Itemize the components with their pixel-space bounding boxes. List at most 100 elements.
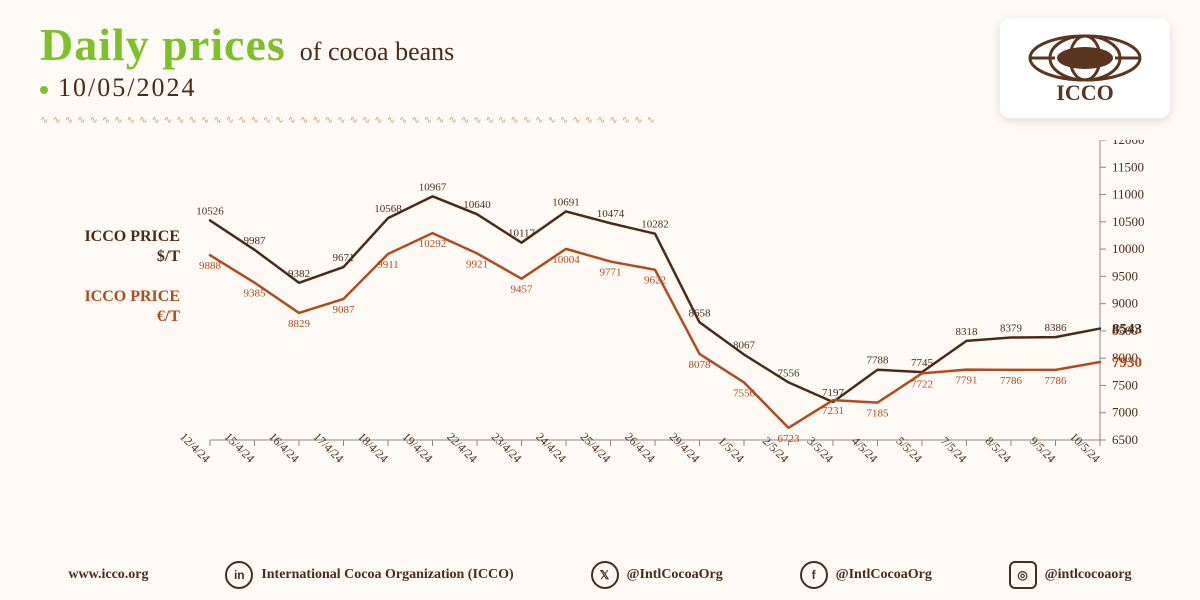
title-block: Daily prices of cocoa beans 10/05/2024 bbox=[40, 18, 454, 103]
logo-box: ICCO bbox=[1000, 18, 1170, 118]
svg-text:7788: 7788 bbox=[867, 355, 890, 367]
x-label: @IntlCocoaOrg bbox=[627, 567, 723, 583]
x-icon: 𝕏 bbox=[591, 561, 619, 589]
svg-text:10292: 10292 bbox=[419, 238, 447, 250]
svg-text:8/5/24: 8/5/24 bbox=[982, 434, 1014, 466]
svg-text:10000: 10000 bbox=[1112, 241, 1145, 256]
svg-text:8829: 8829 bbox=[288, 318, 311, 330]
svg-text:9987: 9987 bbox=[244, 235, 267, 247]
svg-text:8078: 8078 bbox=[689, 359, 712, 371]
svg-text:18/4/24: 18/4/24 bbox=[355, 430, 391, 466]
svg-text:7185: 7185 bbox=[867, 408, 890, 420]
svg-text:9771: 9771 bbox=[600, 267, 622, 279]
instagram-label: @intlcocoaorg bbox=[1045, 567, 1132, 583]
svg-text:22/4/24: 22/4/24 bbox=[444, 430, 480, 466]
svg-text:24/4/24: 24/4/24 bbox=[533, 430, 569, 466]
svg-text:7231: 7231 bbox=[822, 405, 844, 417]
svg-text:7930: 7930 bbox=[1112, 355, 1142, 371]
facebook-link[interactable]: f @IntlCocoaOrg bbox=[800, 561, 932, 589]
svg-text:9000: 9000 bbox=[1112, 296, 1138, 311]
svg-text:12/4/24: 12/4/24 bbox=[177, 430, 213, 466]
price-chart: 6500700075008000850090009500100001050011… bbox=[40, 140, 1160, 520]
svg-text:1/5/24: 1/5/24 bbox=[715, 434, 747, 466]
svg-text:9921: 9921 bbox=[466, 258, 488, 270]
x-link[interactable]: 𝕏 @IntlCocoaOrg bbox=[591, 561, 723, 589]
facebook-icon: f bbox=[800, 561, 828, 589]
svg-text:10500: 10500 bbox=[1112, 214, 1145, 229]
svg-text:ICCO PRICE: ICCO PRICE bbox=[84, 228, 180, 245]
svg-text:6500: 6500 bbox=[1112, 432, 1138, 447]
svg-text:9671: 9671 bbox=[333, 252, 355, 264]
title-main: Daily prices bbox=[40, 18, 286, 71]
svg-text:9500: 9500 bbox=[1112, 268, 1138, 283]
svg-text:9622: 9622 bbox=[644, 275, 666, 287]
svg-text:10474: 10474 bbox=[597, 208, 625, 220]
svg-text:6723: 6723 bbox=[778, 433, 801, 445]
decorative-rule: ∿∿∿∿∿∿∿∿∿∿∿∿∿∿∿∿∿∿∿∿∿∿∿∿∿∿∿∿∿∿∿∿∿∿∿∿∿∿∿∿… bbox=[40, 115, 800, 125]
svg-text:9087: 9087 bbox=[333, 304, 356, 316]
svg-text:7197: 7197 bbox=[822, 387, 845, 399]
svg-text:7000: 7000 bbox=[1112, 405, 1138, 420]
svg-text:8543: 8543 bbox=[1112, 322, 1142, 338]
facebook-label: @IntlCocoaOrg bbox=[836, 567, 932, 583]
svg-text:ICCO PRICE: ICCO PRICE bbox=[84, 288, 180, 305]
svg-text:7786: 7786 bbox=[1045, 375, 1068, 387]
svg-text:12000: 12000 bbox=[1112, 140, 1145, 147]
svg-text:23/4/24: 23/4/24 bbox=[489, 430, 525, 466]
svg-text:5/5/24: 5/5/24 bbox=[893, 434, 925, 466]
svg-text:10117: 10117 bbox=[508, 228, 536, 240]
title-date: 10/05/2024 bbox=[40, 73, 454, 103]
svg-text:11500: 11500 bbox=[1112, 159, 1144, 174]
svg-text:4/5/24: 4/5/24 bbox=[849, 434, 881, 466]
svg-text:9382: 9382 bbox=[288, 268, 310, 280]
svg-text:9/5/24: 9/5/24 bbox=[1027, 434, 1059, 466]
svg-text:8318: 8318 bbox=[956, 326, 979, 338]
svg-text:7556: 7556 bbox=[733, 387, 756, 399]
instagram-link[interactable]: ◎ @intlcocoaorg bbox=[1009, 561, 1132, 589]
svg-text:7556: 7556 bbox=[778, 367, 801, 379]
icco-logo-icon: ICCO bbox=[1015, 28, 1155, 108]
svg-text:7786: 7786 bbox=[1000, 375, 1023, 387]
svg-text:16/4/24: 16/4/24 bbox=[266, 430, 302, 466]
svg-text:$/T: $/T bbox=[157, 248, 180, 265]
svg-text:7/5/24: 7/5/24 bbox=[938, 434, 970, 466]
svg-text:9457: 9457 bbox=[511, 284, 534, 296]
linkedin-link[interactable]: in International Cocoa Organization (ICC… bbox=[225, 561, 513, 589]
linkedin-icon: in bbox=[225, 561, 253, 589]
svg-text:11000: 11000 bbox=[1112, 187, 1144, 202]
svg-text:17/4/24: 17/4/24 bbox=[311, 430, 347, 466]
svg-text:10640: 10640 bbox=[463, 199, 491, 211]
title-subtitle: of cocoa beans bbox=[300, 37, 454, 67]
svg-text:8658: 8658 bbox=[689, 307, 712, 319]
svg-text:ICCO: ICCO bbox=[1056, 80, 1113, 105]
svg-text:10004: 10004 bbox=[552, 254, 580, 266]
svg-text:9385: 9385 bbox=[244, 288, 267, 300]
svg-text:8379: 8379 bbox=[1000, 323, 1023, 335]
svg-text:7500: 7500 bbox=[1112, 377, 1138, 392]
instagram-icon: ◎ bbox=[1009, 561, 1037, 589]
svg-text:10967: 10967 bbox=[419, 181, 447, 193]
svg-text:19/4/24: 19/4/24 bbox=[400, 430, 436, 466]
svg-text:9888: 9888 bbox=[199, 260, 222, 272]
svg-text:10568: 10568 bbox=[374, 203, 402, 215]
svg-text:15/4/24: 15/4/24 bbox=[222, 430, 258, 466]
svg-text:7791: 7791 bbox=[956, 375, 978, 387]
svg-text:3/5/24: 3/5/24 bbox=[804, 434, 836, 466]
svg-text:10526: 10526 bbox=[196, 205, 224, 217]
svg-text:10/5/24: 10/5/24 bbox=[1067, 430, 1103, 466]
website-link[interactable]: www.icco.org bbox=[68, 567, 148, 583]
svg-text:26/4/24: 26/4/24 bbox=[622, 430, 658, 466]
svg-text:10691: 10691 bbox=[552, 196, 580, 208]
svg-text:8067: 8067 bbox=[733, 340, 756, 352]
svg-text:9911: 9911 bbox=[377, 259, 399, 271]
svg-text:€/T: €/T bbox=[157, 308, 180, 325]
svg-text:25/4/24: 25/4/24 bbox=[578, 430, 614, 466]
website-label: www.icco.org bbox=[68, 567, 148, 583]
footer-bar: www.icco.org in International Cocoa Orga… bbox=[0, 550, 1200, 600]
page-frame: Daily prices of cocoa beans 10/05/2024 ∿… bbox=[0, 0, 1200, 600]
linkedin-label: International Cocoa Organization (ICCO) bbox=[261, 567, 513, 583]
svg-text:29/4/24: 29/4/24 bbox=[667, 430, 703, 466]
svg-text:7722: 7722 bbox=[911, 378, 933, 390]
svg-text:8386: 8386 bbox=[1045, 322, 1068, 334]
svg-text:7745: 7745 bbox=[911, 357, 934, 369]
